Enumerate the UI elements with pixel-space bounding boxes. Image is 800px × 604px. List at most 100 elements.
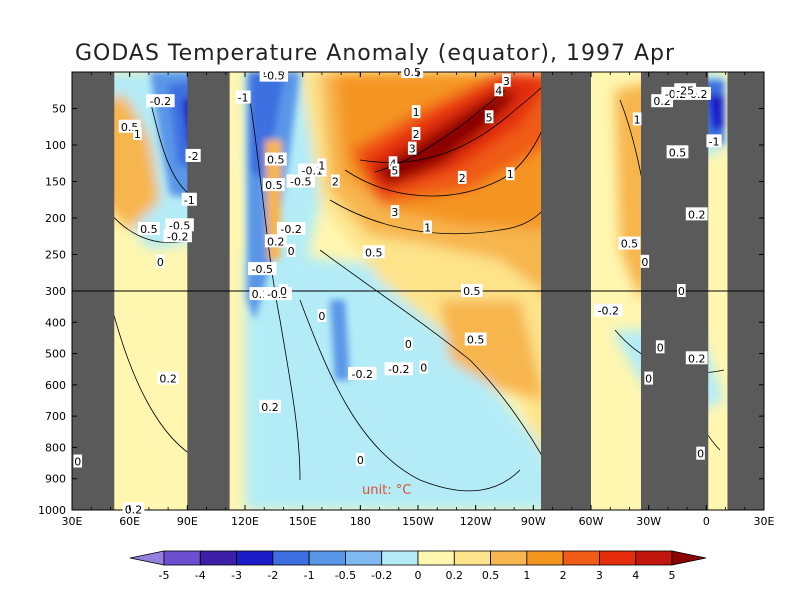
x-tick-label: 150E (289, 515, 317, 528)
contour-label: -0.2 (352, 368, 373, 381)
contour-label-bg (388, 156, 398, 170)
x-tick-label: 90W (521, 515, 546, 528)
contour-label: 0.2 (267, 235, 285, 248)
contour-label-bg (181, 192, 197, 206)
contour-label-bg (262, 178, 285, 192)
colorbar-segment (417, 550, 455, 566)
colorbar-segment (381, 550, 419, 566)
contour-label-bg (640, 254, 650, 268)
colorbar-segment (562, 550, 600, 566)
contour-label-bg (348, 366, 377, 380)
x-tick-label: 120E (231, 515, 259, 528)
contour-label-bg (464, 332, 487, 346)
contour-label: 1 (424, 221, 431, 234)
contour-label-bg (411, 127, 421, 141)
colorbar-level-label: 3 (596, 569, 603, 582)
colorbar-level-label: -2 (267, 569, 278, 582)
contour-label: 0 (288, 245, 295, 258)
contour-label: -1 (709, 135, 720, 148)
contour-label-bg (423, 220, 432, 234)
contour-label-bg (264, 234, 287, 248)
contour-label: 0.5 (265, 179, 283, 192)
colorbar-level-label: -4 (195, 569, 206, 582)
contour-label-bg (317, 158, 327, 172)
atlantic-cold-2 (708, 95, 724, 130)
contour-label: -0.5 (252, 263, 273, 276)
contour-label: 1 (507, 168, 514, 181)
colorbar-segment (599, 550, 637, 566)
x-tick-label: 120W (460, 515, 492, 528)
contour-label: 0.5 (267, 154, 285, 167)
contour-label: 0 (74, 456, 81, 469)
contour-label: -2 (188, 150, 199, 163)
contour-label-bg (502, 73, 511, 87)
colorbar-segment (236, 550, 274, 566)
contour-label-bg (264, 152, 287, 166)
contour-label-bg (494, 83, 504, 97)
colorbar-arrow-right (671, 550, 707, 566)
y-tick-label: 900 (45, 473, 66, 486)
x-tick-label: 30E (62, 515, 83, 528)
contour-label: -0.5 (169, 219, 190, 232)
y-tick-label: 1000 (38, 504, 66, 517)
x-tick-label: 30E (754, 515, 775, 528)
contour-label-bg (146, 94, 175, 108)
contour-label: 2 (413, 128, 420, 141)
colorbar-level-label: -0.2 (371, 569, 392, 582)
contour-line (109, 299, 201, 461)
colorbar-segment (272, 550, 310, 566)
colorbar-segment (635, 550, 673, 566)
y-tick-label: 500 (45, 348, 66, 361)
contour-label-bg (666, 145, 689, 159)
contour-label-bg (594, 303, 623, 317)
contour-label: 0 (645, 373, 652, 386)
axes: 30E 60E 90E 120E 150E 180 150W 120W 90W 60W 30W 0 30… (38, 72, 775, 528)
y-tick-label: 400 (45, 316, 66, 329)
contour-label-bg (286, 243, 296, 257)
contour-label-bg (685, 351, 708, 365)
y-tick-label: 800 (45, 441, 66, 454)
colorbar-level-label: -3 (231, 569, 242, 582)
colorbar-level-label: 0.2 (446, 569, 464, 582)
deep-warm-0_5 (440, 300, 545, 400)
x-tick-label: 180 (350, 515, 371, 528)
contour-label: 5 (486, 111, 493, 124)
colorbar-segment (453, 550, 491, 566)
contour-label: 0 (697, 448, 704, 461)
contour-label: 0.5 (467, 333, 485, 346)
contour-label-bg (696, 446, 705, 460)
contour-label: -25 (676, 84, 694, 97)
contour-label-bg (484, 110, 494, 124)
chart-title: GODAS Temperature Anomaly (equator), 199… (75, 41, 675, 66)
contour-label: 5 (391, 165, 398, 178)
contour-label: 3 (503, 75, 510, 88)
contour-label: 0.5 (463, 285, 481, 298)
colorbar-segment (345, 550, 383, 566)
contour-label-bg (685, 207, 708, 221)
contour-label: -0.2 (167, 230, 188, 243)
contour-label-bg (156, 254, 165, 268)
x-tick-label: 0 (703, 515, 710, 528)
contour-label: 2 (459, 172, 466, 185)
contour-label: -0.2 (280, 223, 301, 236)
colorbar-level-label: 1 (523, 569, 530, 582)
contour-label-bg (276, 221, 306, 235)
contour-line (319, 249, 556, 481)
contour-label-bg (677, 284, 686, 297)
colorbar-segment (526, 550, 564, 566)
contour-label: -0.2 (388, 363, 409, 376)
colorbar-segment (199, 550, 237, 566)
contour-label-bg (248, 262, 277, 276)
contour-label: 3 (409, 143, 416, 156)
contour-label-bg (73, 454, 83, 468)
colorbar-segment (490, 550, 528, 566)
x-tick-label: 60W (579, 515, 604, 528)
contour-label-bg (390, 163, 400, 177)
y-tick-label: 250 (45, 249, 66, 262)
contour-label: -0.5 (263, 70, 284, 83)
contour-label: 0.5 (621, 238, 639, 251)
colorbar-segment (163, 550, 201, 566)
unit-label: unit: °C (362, 483, 411, 498)
contour-label: 0 (157, 256, 164, 269)
